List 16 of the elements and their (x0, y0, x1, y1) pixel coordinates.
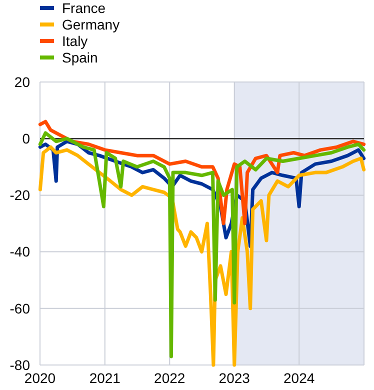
legend-label: Germany (62, 16, 120, 32)
y-tick-label: -20 (10, 187, 30, 204)
y-tick-label: 0 (22, 130, 30, 146)
x-tick-label: 2021 (89, 370, 121, 386)
y-tick-label: -60 (10, 300, 30, 316)
legend-label: France (62, 0, 106, 16)
x-tick-label: 2020 (24, 370, 56, 386)
line-series (38, 120, 366, 226)
x-tick-label: 2022 (154, 370, 186, 386)
y-tick-label: 20 (14, 74, 30, 90)
x-tick-label: 2024 (284, 370, 315, 386)
y-tick-label: -40 (10, 244, 30, 260)
x-tick-label: 2023 (218, 370, 250, 386)
legend-label: Spain (62, 49, 98, 66)
y-tick-label: -80 (10, 356, 30, 373)
legend-label: Italy (62, 32, 88, 49)
